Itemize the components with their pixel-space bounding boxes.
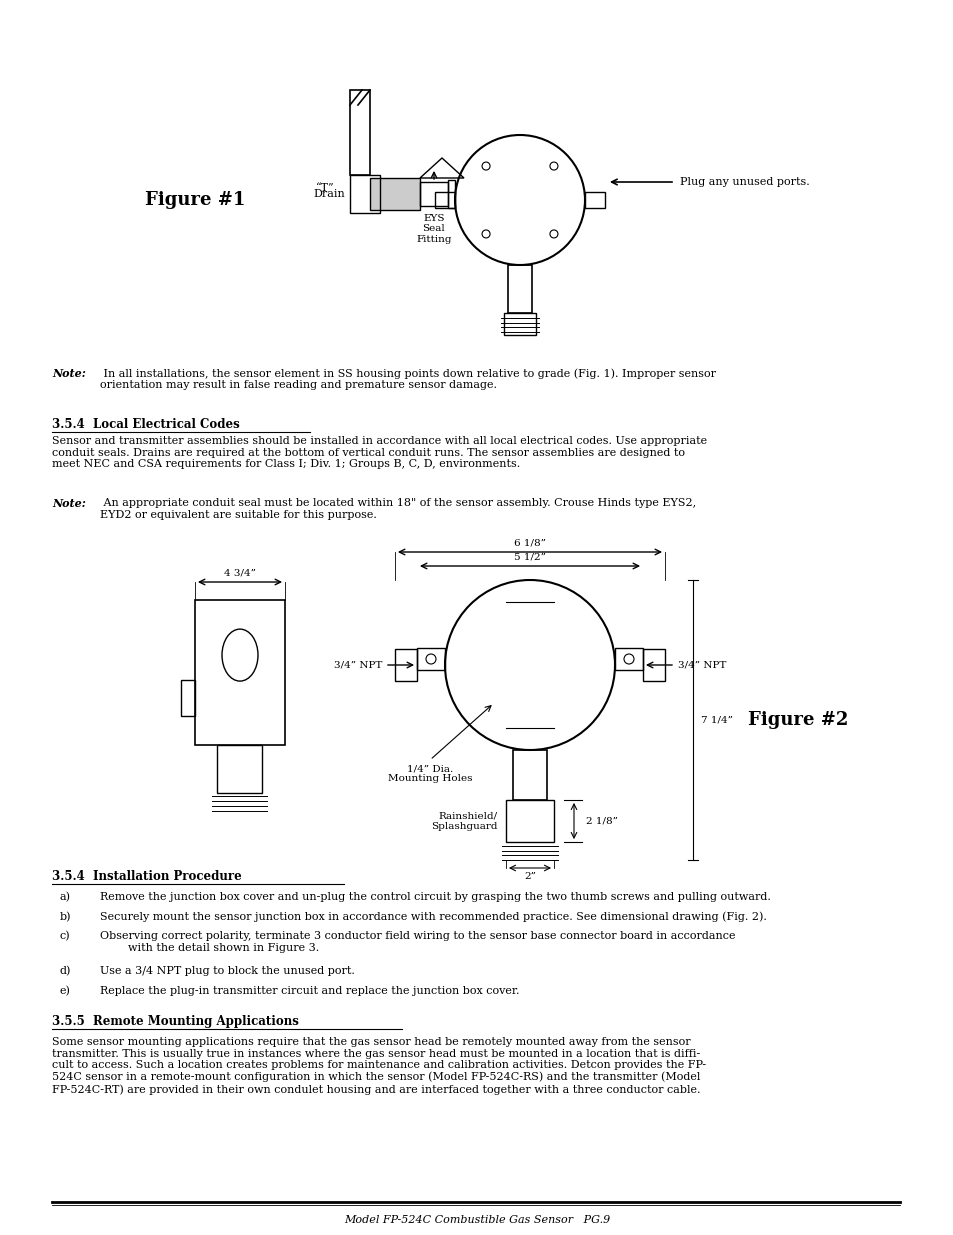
Text: Drain: Drain [313,189,345,199]
Text: An appropriate conduit seal must be located within 18" of the sensor assembly. C: An appropriate conduit seal must be loca… [100,498,696,520]
Text: 4 3/4”: 4 3/4” [224,569,255,578]
Text: 1/4” Dia.
Mounting Holes: 1/4” Dia. Mounting Holes [387,764,472,783]
Bar [194,600,285,745]
Bar [584,191,604,207]
Bar [615,648,642,671]
Text: 7 1/4”: 7 1/4” [700,715,732,725]
Bar [181,679,194,716]
Text: 3.5.4  Installation Procedure: 3.5.4 Installation Procedure [52,869,241,883]
Text: “T”: “T” [316,183,335,193]
Text: 3/4” NPT: 3/4” NPT [334,661,381,669]
Text: 3/4” NPT: 3/4” NPT [678,661,725,669]
Bar [395,650,416,680]
Bar [642,650,664,680]
Text: In all installations, the sensor element in SS housing points down relative to g: In all installations, the sensor element… [100,368,716,390]
Text: Figure #2: Figure #2 [747,711,847,729]
Text: Rainshield/
Splashguard: Rainshield/ Splashguard [431,811,497,831]
Text: Remove the junction box cover and un-plug the control circuit by grasping the tw: Remove the junction box cover and un-plu… [100,892,770,902]
Text: c): c) [60,931,71,941]
Text: Securely mount the sensor junction box in accordance with recommended practice. : Securely mount the sensor junction box i… [100,911,766,923]
Bar [350,90,370,175]
Bar [435,191,455,207]
Text: Sensor and transmitter assemblies should be installed in accordance with all loc: Sensor and transmitter assemblies should… [52,436,706,469]
Text: Observing correct polarity, terminate 3 conductor field wiring to the sensor bas: Observing correct polarity, terminate 3 … [100,931,735,952]
Text: b): b) [60,911,71,921]
Bar [448,180,455,207]
Text: e): e) [60,986,71,995]
Text: 3.5.5  Remote Mounting Applications: 3.5.5 Remote Mounting Applications [52,1015,298,1028]
Text: 2”: 2” [523,872,536,881]
Text: a): a) [60,892,71,903]
Text: Some sensor mounting applications require that the gas sensor head be remotely m: Some sensor mounting applications requir… [52,1037,705,1094]
Text: 5 1/2”: 5 1/2” [514,553,545,562]
Text: 2 1/8”: 2 1/8” [585,816,618,825]
Text: 3.5.4  Local Electrical Codes: 3.5.4 Local Electrical Codes [52,417,239,431]
Text: Model FP-524C Combustible Gas Sensor   PG.9: Model FP-524C Combustible Gas Sensor PG.… [343,1215,610,1225]
Text: 6 1/8”: 6 1/8” [514,538,545,548]
Bar [513,750,546,800]
Bar [507,266,532,312]
Text: Note:: Note: [52,368,86,379]
Bar [370,178,419,210]
Text: Plug any unused ports.: Plug any unused ports. [679,177,809,186]
Bar [217,745,262,793]
Bar [419,182,448,206]
Bar [505,800,554,842]
Text: Note:: Note: [52,498,86,509]
Text: EYS
Seal
Fitting: EYS Seal Fitting [416,214,452,243]
Text: Use a 3/4 NPT plug to block the unused port.: Use a 3/4 NPT plug to block the unused p… [100,966,355,976]
Text: Figure #1: Figure #1 [145,191,245,209]
Bar [503,312,536,335]
Text: d): d) [60,966,71,977]
Text: Replace the plug-in transmitter circuit and replace the junction box cover.: Replace the plug-in transmitter circuit … [100,986,519,995]
Bar [416,648,444,671]
Bar [350,175,379,212]
